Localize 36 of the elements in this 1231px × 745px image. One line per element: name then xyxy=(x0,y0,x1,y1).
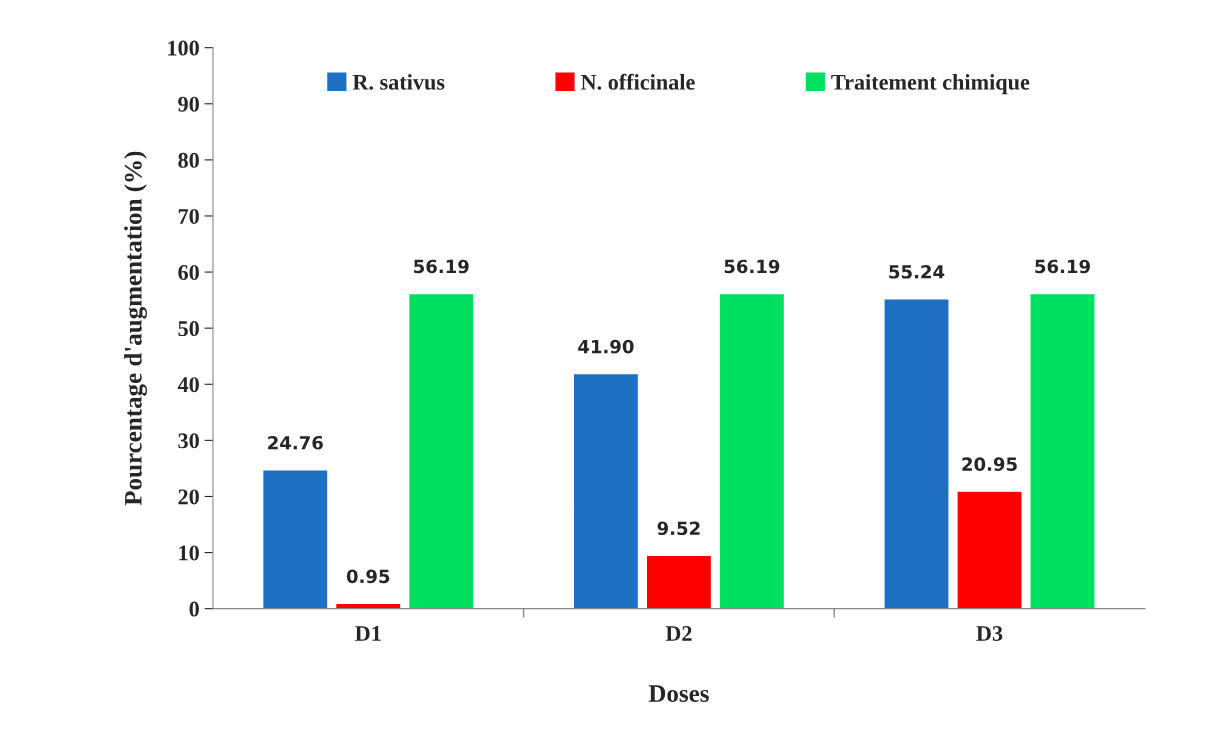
y-tick-label: 40 xyxy=(177,377,199,393)
y-tick-label: 30 xyxy=(178,433,199,449)
y-tick-label: 90 xyxy=(178,96,199,112)
legend-label: R. sativus xyxy=(352,74,445,90)
bar xyxy=(883,298,950,609)
data-label: 56.19 xyxy=(414,259,469,274)
legend-label: Traitement chimique xyxy=(831,74,1030,95)
y-tick-label: 80 xyxy=(178,152,199,168)
x-tick-label: D2 xyxy=(665,626,692,641)
y-tick-label: 0 xyxy=(189,601,199,617)
bar xyxy=(407,292,475,609)
data-label: 41.90 xyxy=(578,339,634,354)
data-label: 0.95 xyxy=(346,569,390,584)
x-tick-label: D3 xyxy=(976,626,1003,641)
data-label: 55.24 xyxy=(889,264,945,279)
y-tick-label: 70 xyxy=(178,208,199,224)
x-tick-label: D1 xyxy=(355,626,381,641)
y-tick-label: 10 xyxy=(179,545,199,561)
y-tick-label: 100 xyxy=(168,40,199,56)
bar xyxy=(1029,292,1096,609)
bar xyxy=(572,372,640,609)
y-tick-label: 50 xyxy=(178,321,199,337)
data-label: 9.52 xyxy=(657,521,700,536)
data-label: 20.95 xyxy=(962,457,1017,471)
legend-label: N. officinale xyxy=(580,73,695,90)
y-tick-label: 60 xyxy=(178,265,199,280)
data-label: 56.19 xyxy=(1035,259,1090,274)
bar xyxy=(261,469,329,609)
y-tick-label: 20 xyxy=(178,489,199,505)
y-axis-title: Pourcentage d'augmentation (%) xyxy=(124,151,147,506)
data-label: 56.19 xyxy=(724,259,780,274)
bar xyxy=(718,292,786,609)
x-axis-title: Doses xyxy=(648,685,709,702)
data-label: 24.76 xyxy=(268,435,323,450)
bar xyxy=(645,554,713,609)
bar xyxy=(956,490,1023,609)
